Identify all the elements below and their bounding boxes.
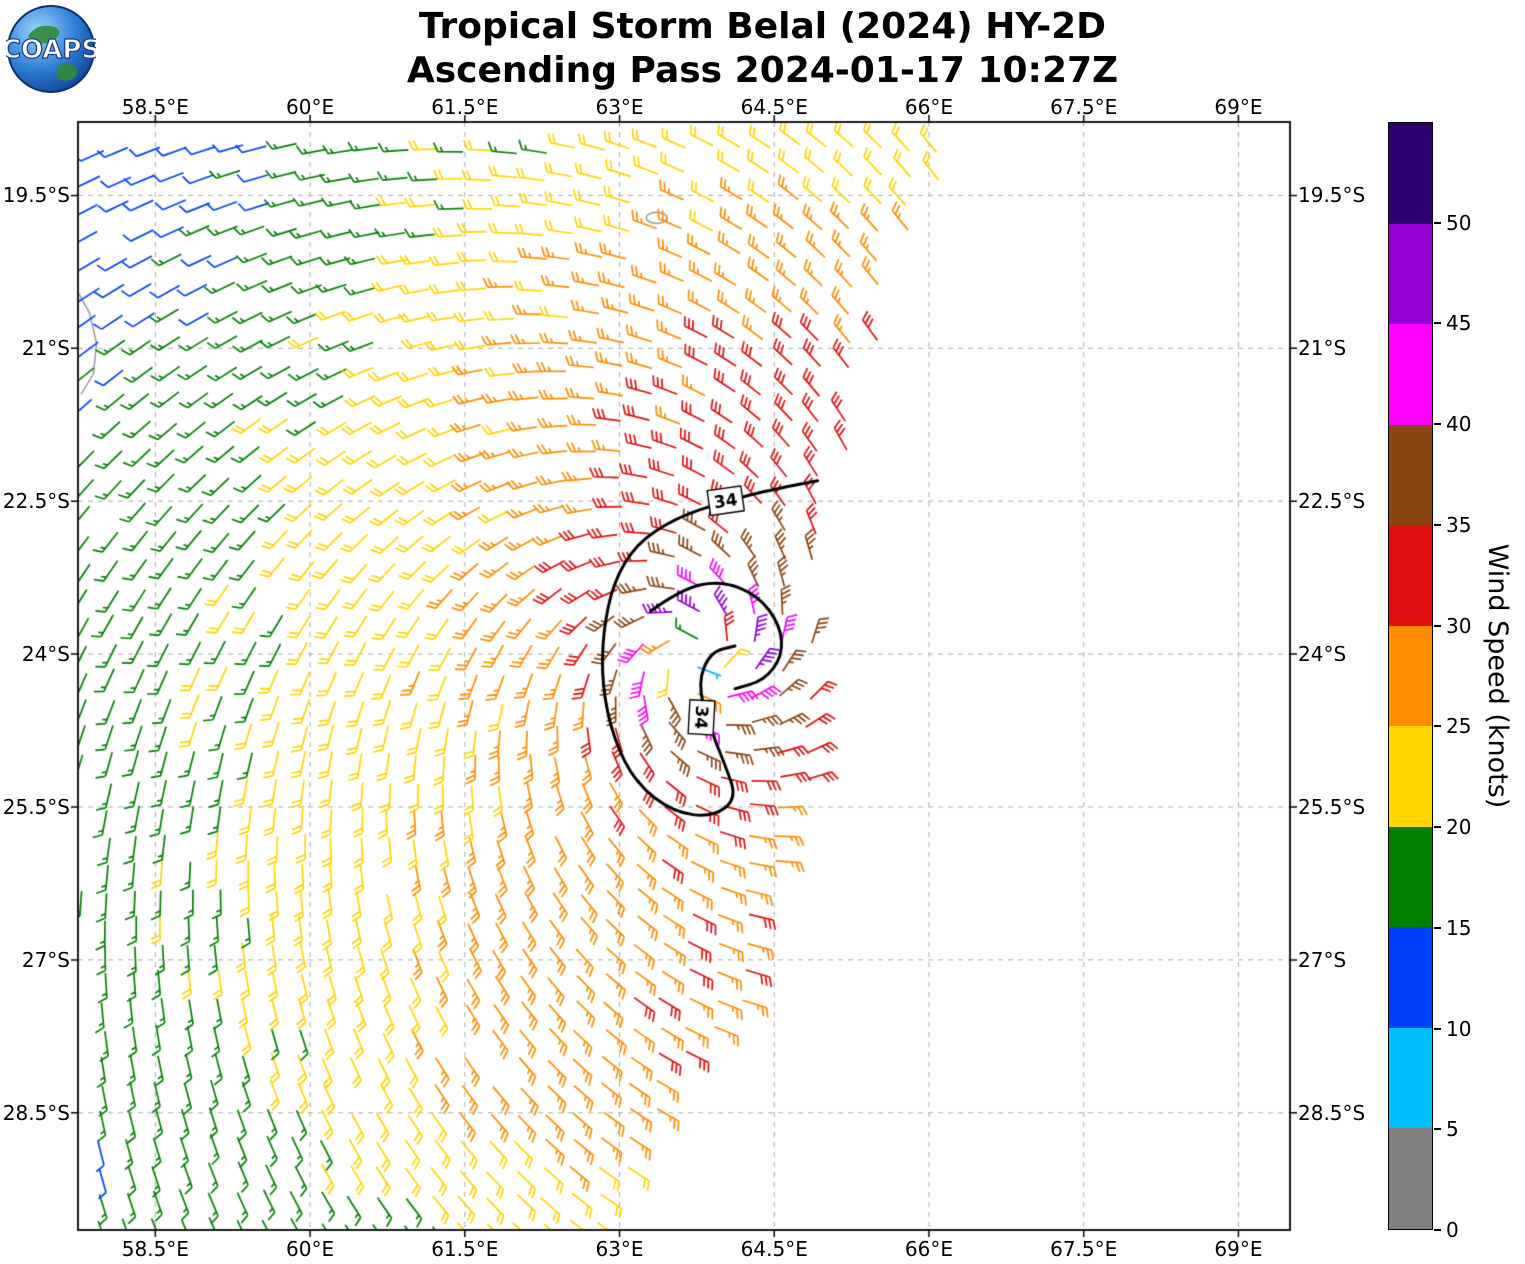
- x-tick-label-bottom: 58.5°E: [121, 1237, 189, 1261]
- colorbar-tick-mark: [1434, 1027, 1441, 1030]
- colorbar-tick-label: 20: [1446, 815, 1472, 840]
- colorbar-segment: [1389, 525, 1432, 626]
- colorbar-segment: [1389, 927, 1432, 1028]
- colorbar-tick-label: 50: [1446, 210, 1472, 235]
- x-tick-label-bottom: 69°E: [1214, 1237, 1263, 1261]
- colorbar-tick-mark: [1434, 826, 1441, 829]
- colorbar-tick-mark: [1434, 523, 1441, 526]
- y-tick-label-left: 27°S: [21, 947, 70, 972]
- y-tick-label-right: 21°S: [1298, 336, 1347, 361]
- colorbar-tick-mark: [1434, 322, 1441, 325]
- y-tick-label-left: 21°S: [21, 336, 70, 361]
- colorbar-segment: [1389, 122, 1432, 224]
- colorbar-segment: [1389, 1027, 1432, 1129]
- x-tick-label-bottom: 60°E: [286, 1237, 335, 1261]
- colorbar-tick-mark: [1434, 624, 1441, 627]
- colorbar-tick-label: 0: [1446, 1218, 1459, 1242]
- colorbar-tick-label: 25: [1446, 714, 1472, 739]
- colorbar-tick-mark: [1434, 1128, 1441, 1131]
- x-tick-label-bottom: 63°E: [595, 1237, 644, 1261]
- y-tick-label-right: 27°S: [1298, 947, 1347, 972]
- y-tick-label-left: 19.5°S: [2, 183, 70, 208]
- colorbar-segment: [1389, 726, 1432, 827]
- colorbar-segment: [1389, 1128, 1432, 1229]
- colorbar-tick-label: 35: [1446, 512, 1472, 537]
- x-tick-label-bottom: 61.5°E: [431, 1237, 499, 1261]
- colorbar-tick-label: 15: [1446, 915, 1472, 940]
- colorbar-segment: [1389, 223, 1432, 325]
- y-tick-label-right: 25.5°S: [1298, 794, 1366, 819]
- y-tick-label-right: 24°S: [1298, 642, 1347, 667]
- x-tick-label-bottom: 64.5°E: [740, 1237, 808, 1261]
- x-tick-label-top: 67.5°E: [1050, 95, 1118, 119]
- y-tick-label-left: 28.5°S: [2, 1100, 70, 1125]
- x-tick-label-top: 61.5°E: [431, 95, 499, 119]
- x-tick-label-top: 63°E: [595, 95, 644, 119]
- y-tick-label-right: 19.5°S: [1298, 183, 1366, 208]
- colorbar-segment: [1389, 625, 1432, 727]
- colorbar-segment: [1389, 826, 1432, 928]
- y-tick-label-right: 28.5°S: [1298, 1100, 1366, 1125]
- y-tick-label-left: 22.5°S: [2, 489, 70, 514]
- colorbar-segment: [1389, 424, 1432, 526]
- colorbar-segment: [1389, 324, 1432, 425]
- x-tick-label-bottom: 66°E: [904, 1237, 954, 1261]
- x-tick-label-bottom: 67.5°E: [1050, 1237, 1118, 1261]
- y-tick-label-right: 22.5°S: [1298, 489, 1366, 514]
- colorbar-tick-mark: [1434, 926, 1441, 929]
- x-tick-label-top: 69°E: [1214, 95, 1263, 119]
- colorbar-tick-label: 45: [1446, 311, 1472, 336]
- x-tick-label-top: 66°E: [904, 95, 954, 119]
- x-tick-label-top: 64.5°E: [740, 95, 808, 119]
- x-tick-label-top: 60°E: [286, 95, 335, 119]
- colorbar-tick-mark: [1434, 423, 1441, 426]
- colorbar-tick-label: 5: [1446, 1117, 1459, 1142]
- colorbar: [1388, 122, 1433, 1230]
- y-tick-label-left: 24°S: [21, 642, 70, 667]
- y-tick-label-left: 25.5°S: [2, 794, 70, 819]
- colorbar-axis-label: Wind Speed (knots): [1482, 543, 1513, 809]
- colorbar-tick-label: 40: [1446, 412, 1472, 437]
- colorbar-tick-mark: [1434, 1229, 1441, 1231]
- colorbar-tick-mark: [1434, 221, 1441, 224]
- colorbar-tick-label: 30: [1446, 613, 1472, 638]
- colorbar-tick-mark: [1434, 725, 1441, 728]
- colorbar-tick-label: 10: [1446, 1016, 1472, 1041]
- x-tick-label-top: 58.5°E: [121, 95, 189, 119]
